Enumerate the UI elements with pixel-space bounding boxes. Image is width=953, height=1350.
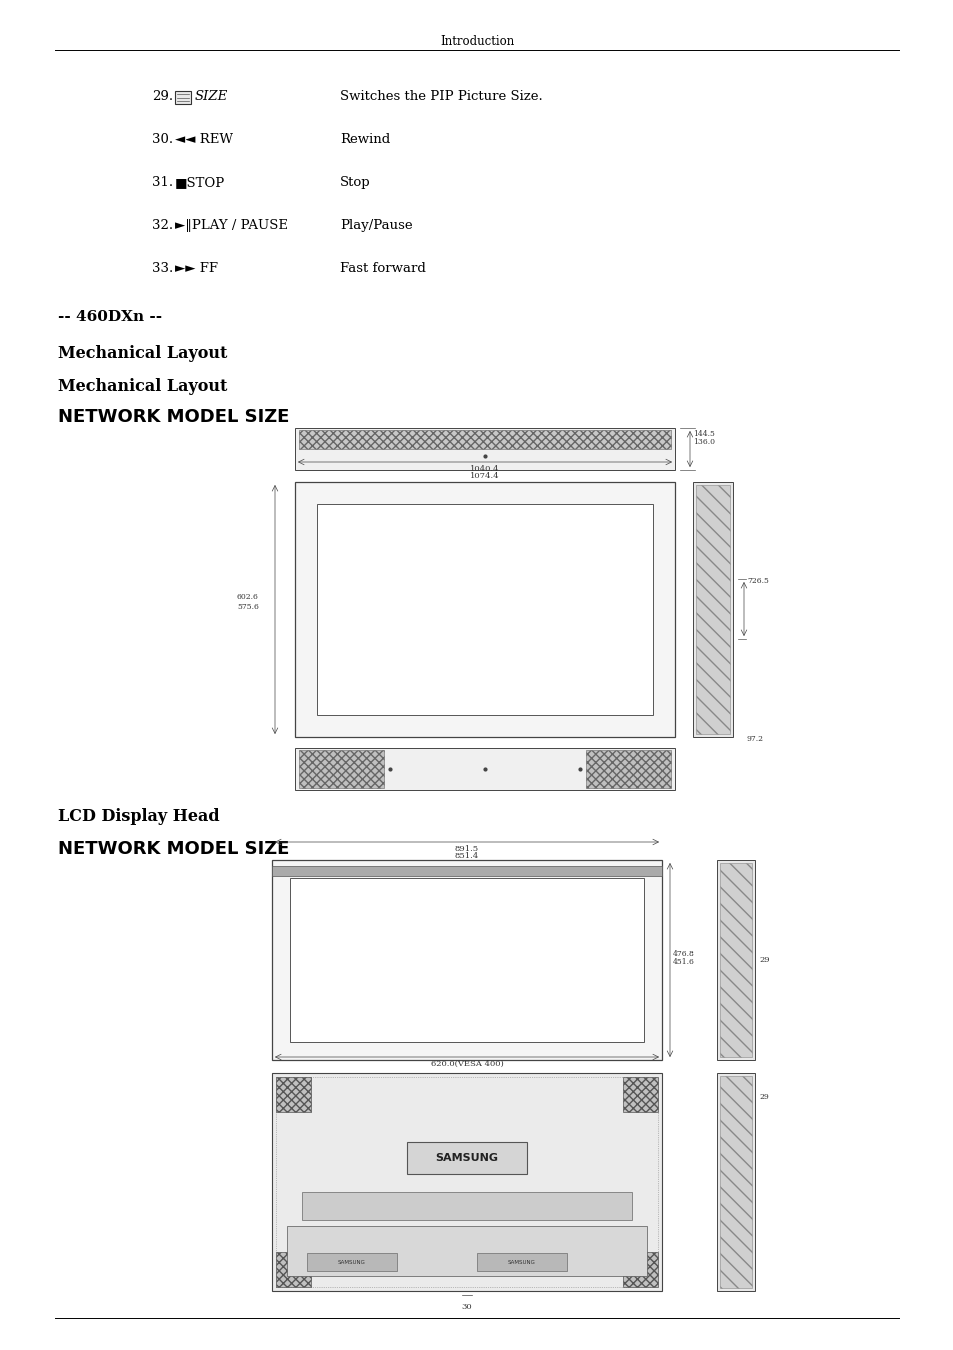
Text: 136.0: 136.0	[692, 437, 714, 446]
Bar	[476, 1253, 566, 1270]
Text: 33.: 33.	[152, 262, 173, 275]
Text: 891.5: 891.5	[455, 845, 478, 853]
Bar	[585, 751, 670, 788]
Bar	[696, 485, 729, 734]
Text: 620.0(VESA 400): 620.0(VESA 400)	[430, 1060, 503, 1068]
Text: -- 460DXn --: -- 460DXn --	[58, 310, 162, 324]
Bar	[272, 1073, 661, 1291]
Text: 29: 29	[759, 1094, 768, 1102]
Text: Play/Pause: Play/Pause	[339, 219, 413, 232]
Bar	[720, 863, 751, 1057]
Text: LCD Display Head: LCD Display Head	[58, 809, 219, 825]
Text: ►‖PLAY / PAUSE: ►‖PLAY / PAUSE	[174, 219, 288, 232]
Bar	[307, 1253, 396, 1270]
Bar	[174, 90, 191, 104]
Text: SAMSUNG: SAMSUNG	[508, 1260, 536, 1265]
Bar	[298, 751, 384, 788]
Text: NETWORK MODEL SIZE: NETWORK MODEL SIZE	[58, 408, 289, 427]
Bar	[622, 1251, 658, 1287]
Text: Mechanical Layout: Mechanical Layout	[58, 346, 227, 362]
Text: Mechanical Layout: Mechanical Layout	[58, 378, 227, 396]
Bar	[275, 1251, 311, 1287]
Text: 30: 30	[461, 1303, 472, 1311]
Text: 29.: 29.	[152, 90, 172, 103]
Text: 726.5: 726.5	[746, 576, 768, 585]
Text: Introduction: Introduction	[439, 35, 514, 49]
Text: Fast forward: Fast forward	[339, 262, 425, 275]
Text: ►► FF: ►► FF	[174, 262, 218, 275]
Text: SIZE: SIZE	[194, 90, 228, 103]
Text: 476.8: 476.8	[672, 950, 694, 958]
Bar	[275, 1077, 311, 1112]
Text: 32.: 32.	[152, 219, 172, 232]
Text: NETWORK MODEL SIZE: NETWORK MODEL SIZE	[58, 840, 289, 859]
Text: 575.6: 575.6	[236, 603, 258, 612]
Text: 144.5: 144.5	[692, 431, 714, 437]
Bar	[272, 860, 661, 1060]
Text: Switches the PIP Picture Size.: Switches the PIP Picture Size.	[339, 90, 542, 103]
Text: 31.: 31.	[152, 176, 172, 189]
Bar	[407, 1142, 526, 1174]
Bar	[290, 878, 643, 1042]
Bar	[622, 1077, 658, 1112]
Bar	[720, 1076, 751, 1288]
Text: 1074.4: 1074.4	[470, 472, 499, 481]
Text: 851.4: 851.4	[455, 852, 478, 860]
Bar	[294, 428, 675, 470]
Text: 30.: 30.	[152, 134, 172, 146]
Bar	[302, 1192, 631, 1220]
Bar	[294, 748, 675, 790]
Text: ◄◄ REW: ◄◄ REW	[174, 134, 233, 146]
Bar	[316, 504, 652, 716]
Bar	[717, 860, 754, 1060]
Bar	[275, 1077, 658, 1287]
Bar	[692, 482, 732, 737]
Text: 451.6: 451.6	[672, 958, 694, 967]
Text: Rewind: Rewind	[339, 134, 390, 146]
Text: 1040.4: 1040.4	[470, 464, 499, 472]
Text: ■STOP: ■STOP	[174, 176, 225, 189]
Text: 29: 29	[759, 956, 769, 964]
Text: SAMSUNG: SAMSUNG	[337, 1260, 366, 1265]
Bar	[298, 431, 670, 450]
Text: SAMSUNG: SAMSUNG	[435, 1153, 498, 1162]
Text: 602.6: 602.6	[236, 593, 258, 601]
Bar	[717, 1073, 754, 1291]
Text: Stop: Stop	[339, 176, 370, 189]
Bar	[294, 482, 675, 737]
Bar	[272, 865, 661, 876]
Bar	[287, 1226, 646, 1276]
Text: 97.2: 97.2	[746, 734, 763, 743]
